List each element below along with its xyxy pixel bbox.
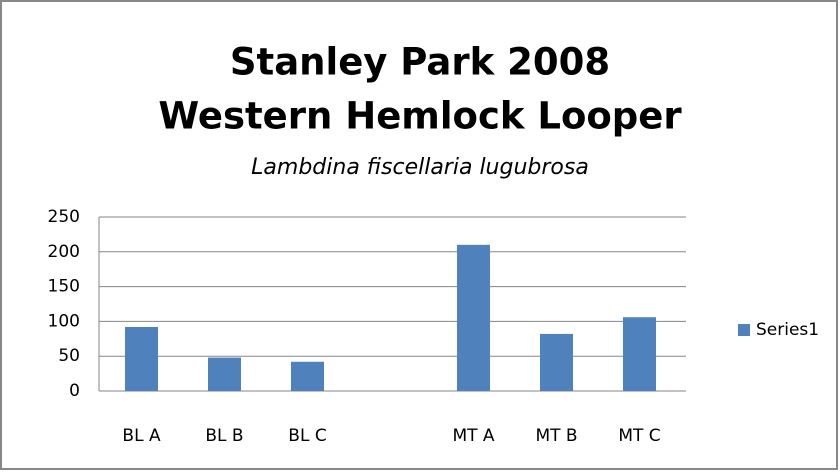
chart-title-line: Western Hemlock Looper bbox=[158, 95, 682, 138]
bar bbox=[457, 244, 490, 391]
bar bbox=[291, 361, 324, 391]
y-tick-label: 50 bbox=[58, 346, 80, 366]
bar bbox=[125, 326, 158, 391]
x-tick-label: MT C bbox=[618, 426, 660, 446]
chart-subtitle: Lambdina fiscellaria lugubrosa bbox=[251, 155, 589, 180]
y-tick-label: 150 bbox=[48, 277, 80, 297]
bar bbox=[623, 317, 656, 391]
x-tick-label: BL C bbox=[288, 426, 326, 446]
y-tick-label: 250 bbox=[48, 207, 80, 227]
x-tick-label: BL B bbox=[205, 426, 243, 446]
y-tick-label: 200 bbox=[48, 242, 80, 262]
chart-title-line: Stanley Park 2008 bbox=[230, 41, 610, 84]
x-tick-label: MT B bbox=[535, 426, 577, 446]
bar bbox=[208, 357, 241, 391]
y-tick-label: 0 bbox=[69, 381, 80, 401]
x-tick-label: MT A bbox=[452, 426, 494, 446]
bar bbox=[540, 333, 573, 391]
legend-label: Series1 bbox=[756, 320, 819, 340]
y-tick-label: 100 bbox=[48, 311, 80, 331]
legend-swatch bbox=[738, 324, 750, 336]
x-tick-label: BL A bbox=[122, 426, 161, 446]
